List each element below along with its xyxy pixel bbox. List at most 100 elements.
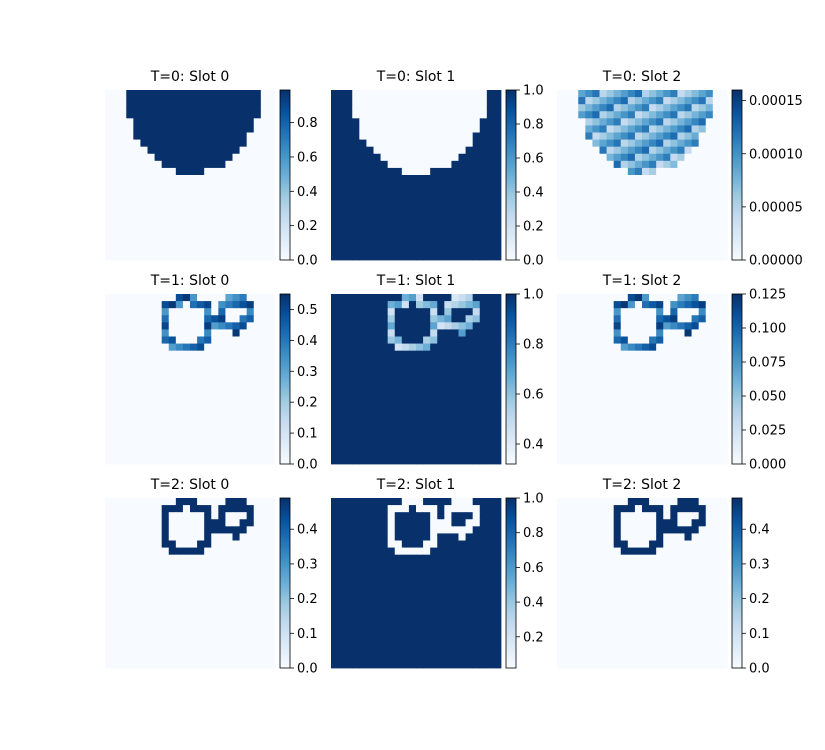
- heatmap-cell: [359, 97, 367, 105]
- heatmap-cell: [691, 189, 700, 197]
- heatmap-cell: [175, 575, 184, 584]
- heatmap-cell: [190, 435, 198, 444]
- heatmap-cell: [352, 167, 360, 176]
- heatmap-cell: [408, 371, 417, 380]
- heatmap-cell: [444, 217, 452, 225]
- heatmap-cell: [656, 379, 664, 387]
- heatmap-cell: [401, 132, 410, 140]
- heatmap-cell: [182, 505, 191, 513]
- heatmap-cell: [197, 632, 205, 641]
- heatmap-cell: [458, 182, 466, 190]
- heatmap-cell: [634, 386, 643, 394]
- heatmap-cell: [154, 386, 163, 394]
- heatmap-cell: [267, 540, 276, 548]
- heatmap-cell: [338, 252, 346, 261]
- heatmap-cell: [627, 125, 636, 133]
- heatmap-cell: [493, 189, 502, 197]
- heatmap-cell: [599, 393, 607, 401]
- heatmap-cell: [218, 146, 226, 155]
- heatmap-cell: [493, 210, 502, 218]
- heatmap-cell: [154, 153, 163, 162]
- heatmap-cell: [394, 336, 403, 344]
- heatmap-cell: [656, 364, 664, 373]
- heatmap-cell: [585, 350, 593, 359]
- heatmap-cell: [239, 301, 248, 309]
- heatmap-cell: [352, 231, 360, 240]
- heatmap-cell: [423, 561, 431, 570]
- heatmap-cell: [246, 386, 255, 394]
- heatmap-cell: [642, 160, 650, 169]
- heatmap-cell: [380, 343, 389, 352]
- heatmap-cell: [691, 554, 700, 563]
- heatmap-cell: [401, 224, 410, 233]
- heatmap-cell: [401, 238, 410, 247]
- heatmap-cell: [204, 245, 212, 254]
- heatmap-cell: [444, 301, 452, 309]
- heatmap-cell: [444, 400, 452, 408]
- heatmap-cell: [204, 660, 212, 669]
- heatmap-cell: [408, 456, 417, 465]
- heatmap-cell: [338, 583, 346, 591]
- heatmap-cell: [345, 646, 353, 655]
- heatmap-cell: [126, 498, 134, 506]
- heatmap-cell: [126, 371, 134, 380]
- heatmap-cell: [578, 132, 586, 140]
- heatmap-cell: [182, 393, 191, 401]
- heatmap-cell: [408, 132, 417, 140]
- heatmap-cell: [585, 407, 593, 415]
- heatmap-cell: [331, 371, 339, 380]
- heatmap-cell: [126, 245, 134, 254]
- heatmap-cell: [416, 203, 424, 211]
- heatmap-cell: [627, 336, 636, 344]
- heatmap-cell: [705, 210, 714, 218]
- heatmap-cell: [175, 379, 184, 387]
- heatmap-cell: [380, 653, 389, 662]
- heatmap-cell: [394, 329, 403, 337]
- heatmap-cell: [486, 421, 495, 429]
- heatmap-cell: [168, 618, 177, 626]
- heatmap-cell: [246, 125, 255, 133]
- heatmap-cell: [352, 435, 360, 444]
- heatmap-cell: [592, 111, 600, 119]
- heatmap-cell: [663, 118, 671, 126]
- heatmap-cell: [182, 547, 191, 556]
- heatmap-cell: [705, 421, 714, 429]
- heatmap-cell: [225, 660, 233, 669]
- heatmap-cell: [712, 322, 721, 330]
- heatmap-cell: [620, 118, 629, 126]
- heatmap-cell: [267, 604, 276, 612]
- heatmap-cell: [218, 196, 226, 204]
- heatmap-cell: [599, 554, 607, 563]
- heatmap-cell: [627, 146, 636, 155]
- heatmap-cell: [719, 442, 728, 451]
- heatmap-cell: [606, 364, 615, 373]
- heatmap-cell: [182, 456, 191, 465]
- heatmap-cell: [479, 561, 488, 570]
- heatmap-cell: [352, 182, 360, 190]
- heatmap-cell: [211, 611, 219, 619]
- heatmap-cell: [451, 498, 459, 506]
- heatmap-cell: [246, 224, 255, 233]
- heatmap-cell: [451, 632, 459, 641]
- heatmap-cell: [112, 125, 120, 133]
- heatmap-cell: [472, 449, 481, 458]
- heatmap-cell: [359, 639, 367, 648]
- heatmap-cell: [338, 315, 346, 323]
- heatmap-cell: [437, 175, 445, 183]
- heatmap-cell: [627, 175, 636, 183]
- heatmap-cell: [620, 97, 629, 105]
- heatmap-cell: [161, 97, 170, 105]
- heatmap-cell: [359, 449, 367, 458]
- heatmap-cell: [161, 540, 170, 548]
- heatmap-cell: [260, 301, 269, 309]
- heatmap-cell: [380, 414, 389, 422]
- heatmap-cell: [387, 350, 396, 359]
- heatmap-cell: [585, 554, 593, 563]
- heatmap-cell: [684, 125, 692, 133]
- heatmap-cell: [232, 245, 240, 254]
- heatmap-cell: [472, 238, 481, 247]
- heatmap-cell: [408, 547, 417, 556]
- heatmap-cell: [112, 238, 120, 247]
- heatmap-cell: [486, 350, 495, 359]
- heatmap-cell: [606, 118, 615, 126]
